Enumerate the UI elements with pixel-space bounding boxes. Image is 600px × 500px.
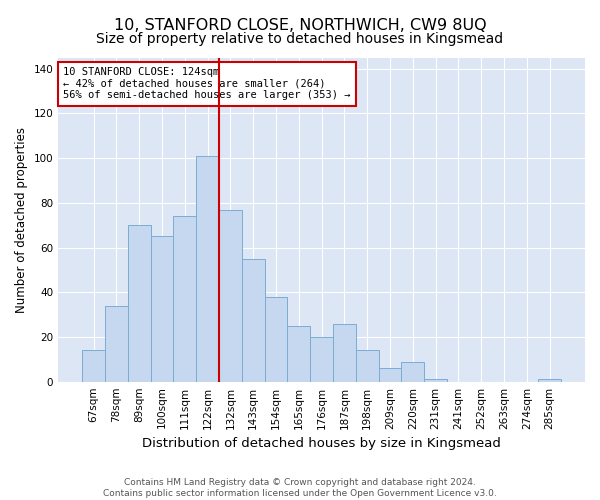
- Bar: [196, 156, 219, 382]
- Y-axis label: Number of detached properties: Number of detached properties: [15, 126, 28, 312]
- Bar: [265, 296, 287, 382]
- Bar: [219, 210, 242, 382]
- Bar: [538, 380, 561, 382]
- Bar: [82, 350, 105, 382]
- Bar: [379, 368, 401, 382]
- Bar: [287, 326, 310, 382]
- Bar: [424, 380, 447, 382]
- Bar: [151, 236, 173, 382]
- Bar: [310, 337, 333, 382]
- Bar: [173, 216, 196, 382]
- Text: Size of property relative to detached houses in Kingsmead: Size of property relative to detached ho…: [97, 32, 503, 46]
- Bar: [333, 324, 356, 382]
- Text: 10 STANFORD CLOSE: 124sqm
← 42% of detached houses are smaller (264)
56% of semi: 10 STANFORD CLOSE: 124sqm ← 42% of detac…: [64, 67, 351, 100]
- X-axis label: Distribution of detached houses by size in Kingsmead: Distribution of detached houses by size …: [142, 437, 501, 450]
- Bar: [401, 362, 424, 382]
- Bar: [242, 258, 265, 382]
- Bar: [128, 225, 151, 382]
- Bar: [356, 350, 379, 382]
- Bar: [105, 306, 128, 382]
- Text: Contains HM Land Registry data © Crown copyright and database right 2024.
Contai: Contains HM Land Registry data © Crown c…: [103, 478, 497, 498]
- Text: 10, STANFORD CLOSE, NORTHWICH, CW9 8UQ: 10, STANFORD CLOSE, NORTHWICH, CW9 8UQ: [113, 18, 487, 32]
